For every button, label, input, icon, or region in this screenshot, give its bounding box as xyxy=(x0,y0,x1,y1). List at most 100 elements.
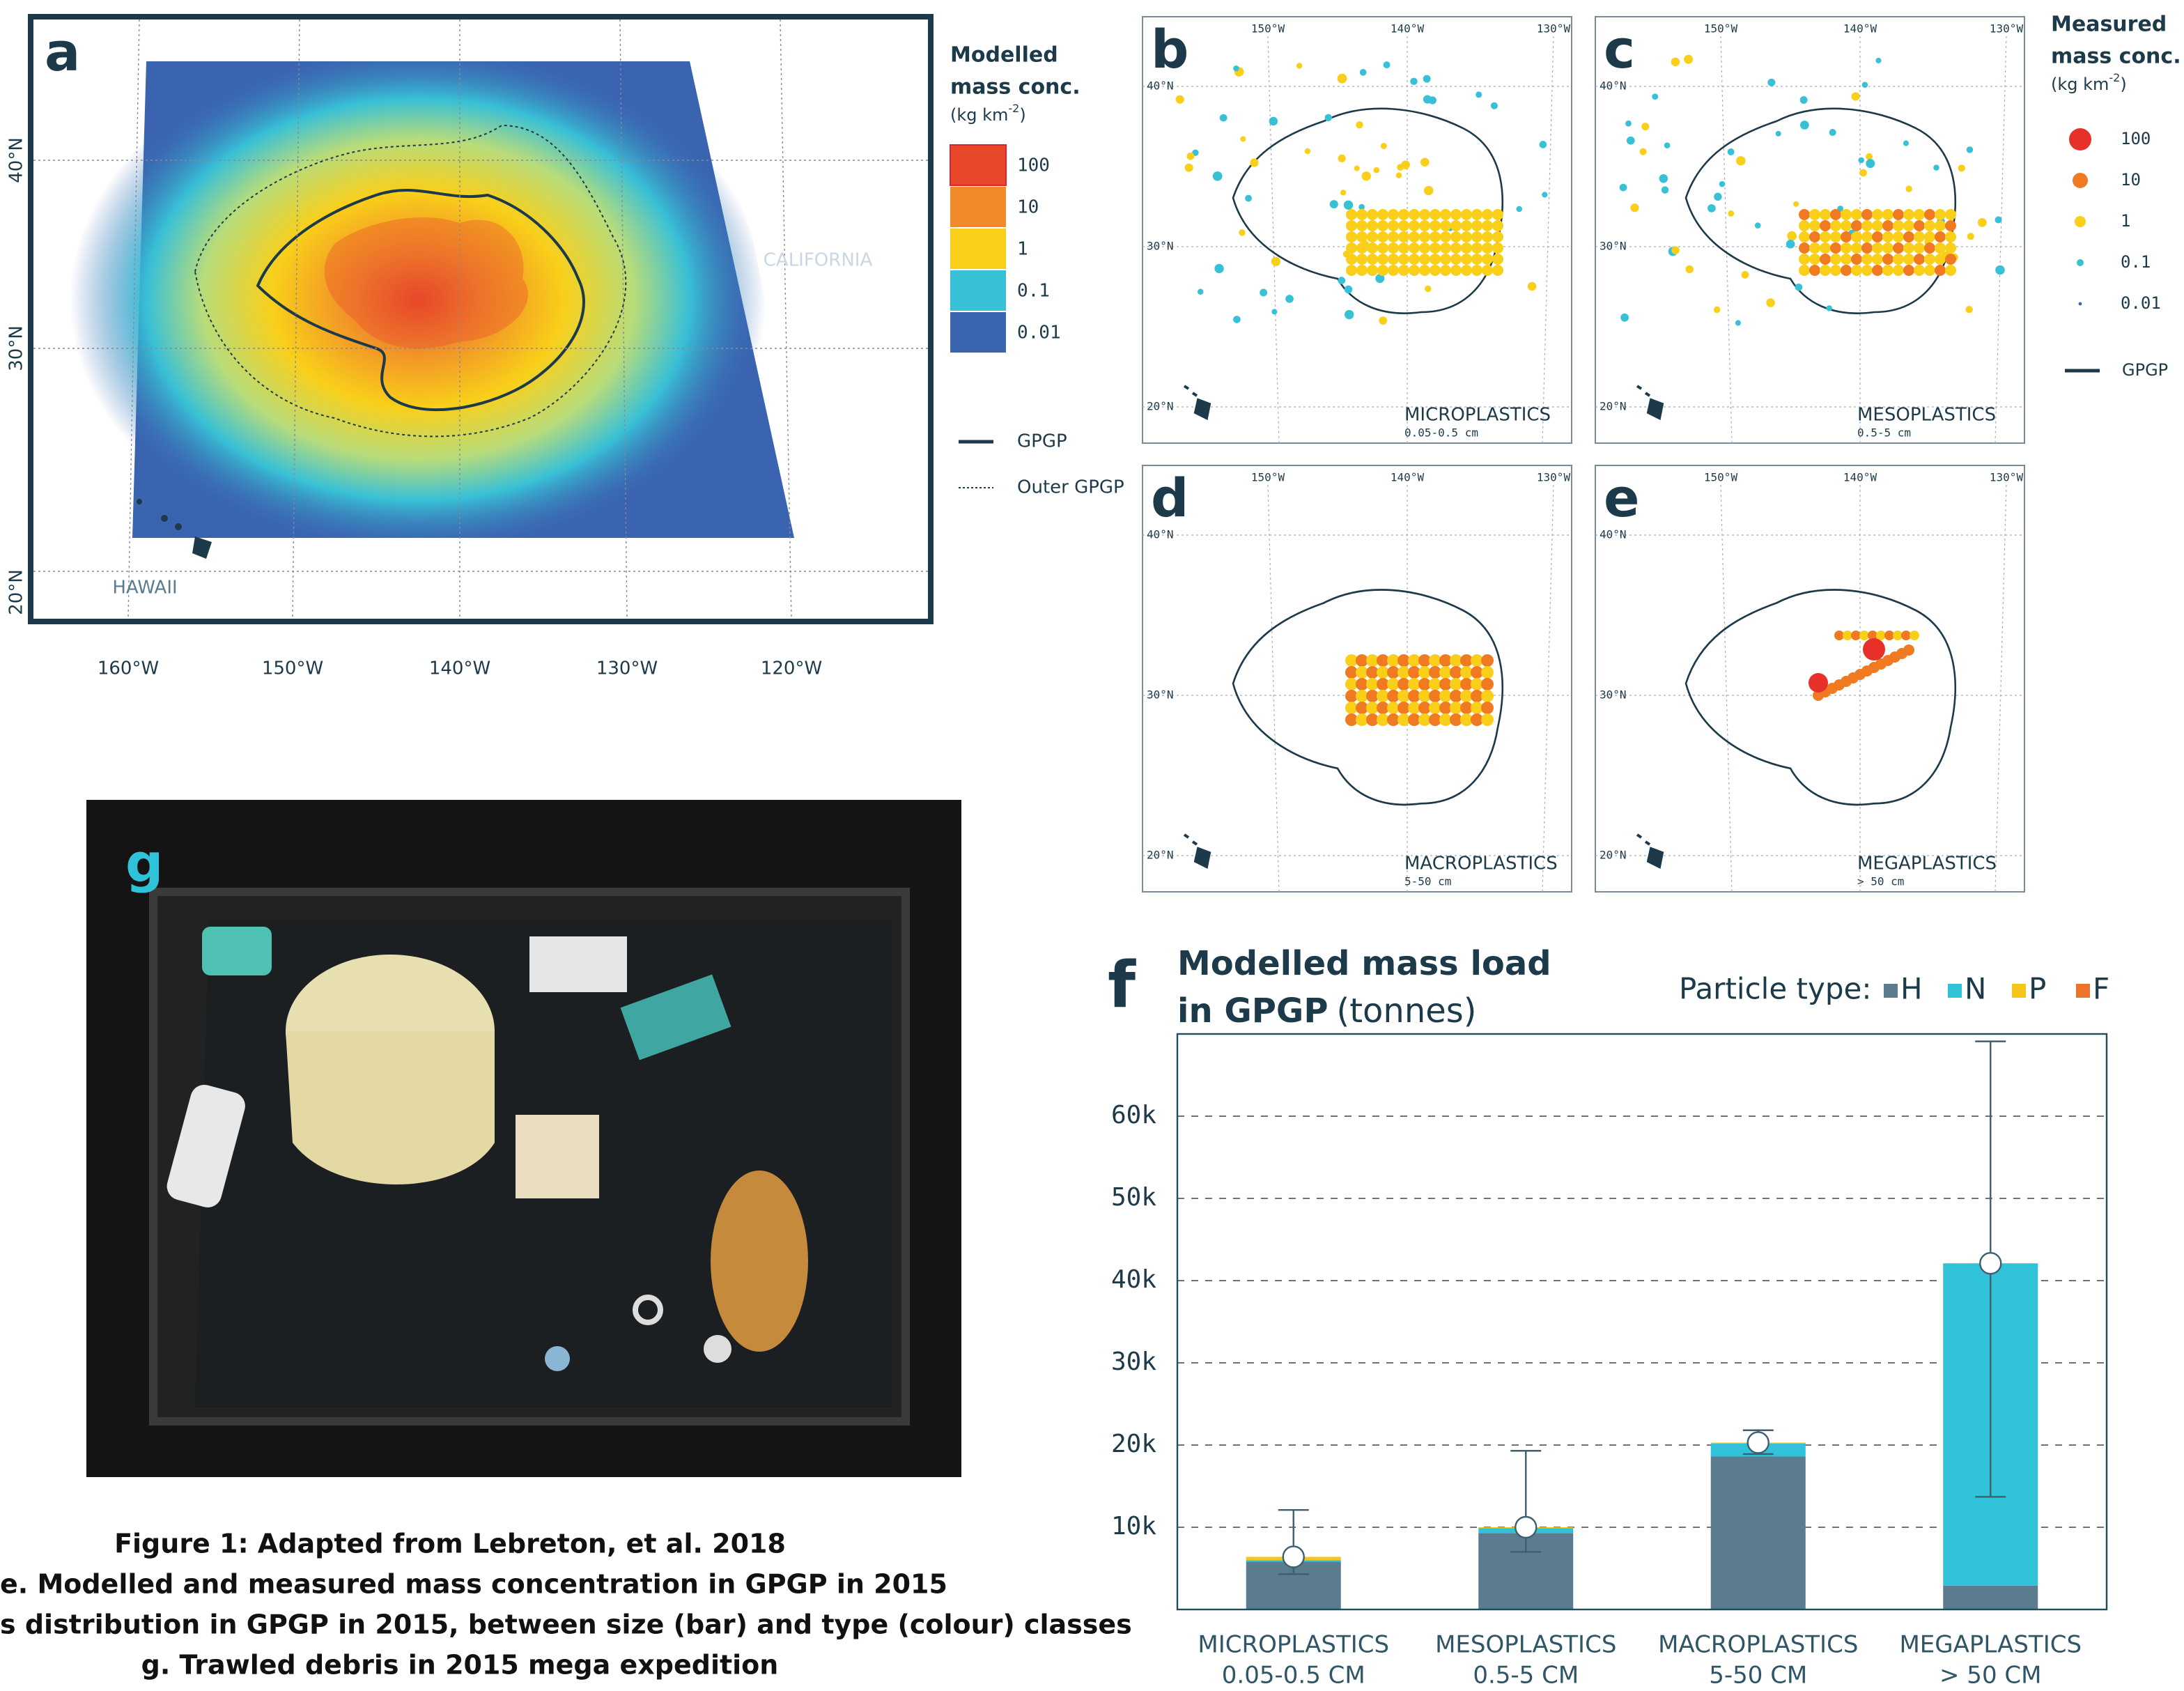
lat-label: 40°N xyxy=(1147,528,1174,541)
caption-line: g. Trawled debris in 2015 mega expeditio… xyxy=(141,1650,779,1681)
sample-dot xyxy=(1935,254,1946,265)
sample-dot xyxy=(1542,192,1547,197)
sample-dot xyxy=(1377,220,1388,231)
sample-dot xyxy=(1367,265,1378,276)
sample-dot xyxy=(1419,254,1430,265)
sample-dot xyxy=(1662,186,1669,194)
sample-dot xyxy=(1325,114,1332,121)
sample-dot xyxy=(1440,265,1451,276)
sample-dot xyxy=(1903,209,1914,220)
sample-dot xyxy=(1481,678,1494,690)
sample-dot xyxy=(1198,289,1203,295)
sample-dot xyxy=(1492,209,1503,220)
panel-label: b xyxy=(1151,18,1188,80)
map-subtitle: 0.5-5 cm xyxy=(1857,426,1911,440)
sample-dot xyxy=(1719,181,1726,187)
sample-dot xyxy=(1476,91,1482,98)
sample-dot xyxy=(1967,146,1973,153)
sample-dot xyxy=(1471,254,1482,265)
sample-dot xyxy=(1714,307,1720,313)
sample-dot xyxy=(1461,231,1472,242)
sample-dot xyxy=(1859,631,1869,640)
sample-dot xyxy=(1482,231,1493,242)
lon-label: 140°W xyxy=(1391,22,1425,36)
map-subtitle: > 50 cm xyxy=(1857,875,1904,888)
sample-dot xyxy=(1492,242,1503,254)
sample-dot xyxy=(1482,209,1493,220)
sample-dot xyxy=(1903,242,1914,254)
sample-dot xyxy=(1866,159,1875,168)
map-title: MICROPLASTICS xyxy=(1404,405,1551,426)
lat-label: 30°N xyxy=(6,325,27,371)
sample-dot xyxy=(1214,264,1223,273)
sample-dot xyxy=(1820,209,1831,220)
sample-dot xyxy=(1356,254,1368,265)
legend-label: 0.1 xyxy=(1017,281,1050,302)
caption-line: Figure 1: Adapted from Lebreton, et al. … xyxy=(114,1529,786,1559)
lon-label: 150°W xyxy=(262,658,323,679)
sample-dot xyxy=(1346,242,1357,254)
sample-dot xyxy=(1245,195,1252,202)
sample-dot xyxy=(1841,220,1852,231)
sample-dot xyxy=(1471,209,1482,220)
legend-title: mass conc. xyxy=(2051,45,2181,69)
sample-dot xyxy=(1872,265,1883,276)
lat-label: 40°N xyxy=(1600,79,1627,93)
sample-dot xyxy=(1809,673,1828,693)
sample-dot xyxy=(1799,231,1810,242)
sample-dot xyxy=(1820,242,1831,254)
sample-dot xyxy=(1492,265,1503,276)
sample-dot xyxy=(1419,231,1430,242)
y-tick-label: 60k xyxy=(1111,1101,1156,1129)
map-subtitle: 0.05-0.5 cm xyxy=(1404,426,1478,440)
lon-label: 150°W xyxy=(1251,471,1285,484)
sample-dot xyxy=(1766,298,1775,307)
sample-dot xyxy=(1851,254,1862,265)
caption-line: s distribution in GPGP in 2015, between … xyxy=(0,1609,1132,1640)
x-tick-label: MICROPLASTICS xyxy=(1198,1631,1389,1659)
sample-dot xyxy=(1852,92,1860,100)
x-tick-label: 0.05-0.5 CM xyxy=(1222,1662,1365,1690)
y-tick-label: 30k xyxy=(1111,1348,1156,1376)
x-tick-label: 5-50 CM xyxy=(1709,1662,1807,1690)
x-tick-label: > 50 CM xyxy=(1939,1662,2041,1690)
sample-dot xyxy=(1440,254,1451,265)
sample-dot xyxy=(1492,254,1503,265)
sample-dot xyxy=(1471,220,1482,231)
sample-dot xyxy=(1851,220,1862,231)
sample-dot xyxy=(1450,242,1462,254)
sample-dot xyxy=(1914,265,1925,276)
map-frame xyxy=(1595,17,2024,443)
sample-dot xyxy=(1799,242,1810,254)
sample-dot xyxy=(1398,231,1409,242)
sample-dot xyxy=(1492,231,1503,242)
sample-dot xyxy=(1440,242,1451,254)
sample-dot xyxy=(1820,231,1831,242)
lon-label: 130°W xyxy=(596,658,658,679)
legend-swatch xyxy=(2012,984,2026,998)
sample-dot xyxy=(1914,254,1925,265)
sample-dot xyxy=(1409,220,1420,231)
legend-dot xyxy=(2079,302,2082,306)
legend-label: GPGP xyxy=(1017,431,1067,452)
sample-dot xyxy=(1742,271,1749,279)
sample-dot xyxy=(1377,265,1388,276)
legend-unit-part: -2 xyxy=(2109,71,2120,84)
sample-dot xyxy=(1356,242,1368,254)
legend-title: Modelled xyxy=(950,43,1058,68)
sample-dot xyxy=(1367,254,1378,265)
sample-dot xyxy=(1945,242,1956,254)
sample-dot xyxy=(1377,254,1388,265)
sample-dot xyxy=(1914,220,1925,231)
sample-dot xyxy=(1360,69,1367,76)
sample-dot xyxy=(1627,137,1635,145)
sample-dot xyxy=(1641,123,1649,130)
chart-title: in GPGP(tonnes) xyxy=(1177,991,1477,1030)
lat-label: 40°N xyxy=(1600,528,1627,541)
lon-label: 140°W xyxy=(1843,22,1877,36)
sample-dot xyxy=(1659,174,1668,183)
sample-dot xyxy=(1396,172,1402,178)
sample-dot xyxy=(1882,242,1893,254)
lon-label: 130°W xyxy=(1990,22,2024,36)
